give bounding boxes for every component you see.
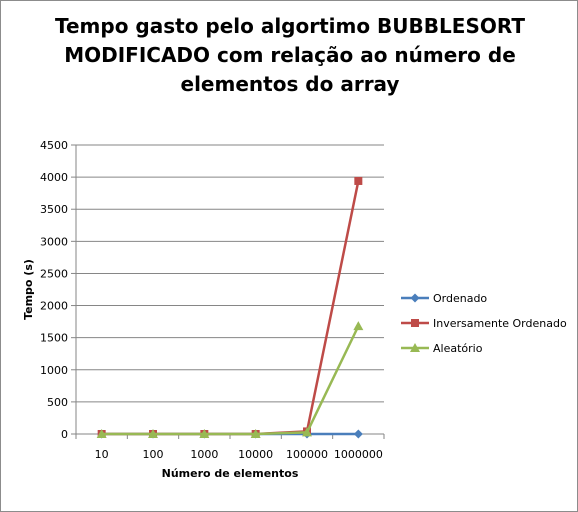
x-tick-label: 100 [143, 448, 164, 461]
data-point [353, 429, 363, 439]
chart-title-line: MODIFICADO com relação ao número de [64, 43, 516, 67]
legend-marker [411, 319, 419, 327]
data-point [148, 429, 158, 438]
chart-title-line: Tempo gasto pelo algortimo BUBBLESORT [55, 14, 525, 38]
x-tick-label: 1000 [190, 448, 218, 461]
x-tick-label: 100000 [286, 448, 328, 461]
legend-label: Aleatório [433, 342, 483, 355]
x-tick-label: 10 [95, 448, 109, 461]
legend-item: Aleatório [401, 342, 483, 355]
x-axis-title: Número de elementos [162, 467, 299, 480]
data-point [302, 427, 312, 437]
y-tick-label: 2000 [40, 300, 68, 313]
y-axis-title: Tempo (s) [22, 259, 35, 320]
y-tick-label: 1500 [40, 332, 68, 345]
x-tick-label: 1000000 [334, 448, 383, 461]
y-tick-label: 2500 [40, 267, 68, 280]
axes [75, 145, 385, 439]
legend-label: Inversamente Ordenado [433, 317, 567, 330]
data-point [96, 429, 107, 438]
legend-item: Ordenado [401, 292, 487, 305]
gridlines [71, 144, 384, 435]
data-point [199, 429, 210, 438]
y-tick-label: 4000 [40, 171, 68, 184]
y-tick-labels: 0 500 1000 1500 2000 2500 3000 3500 4000 4500 [40, 139, 68, 441]
data-point [354, 176, 363, 185]
y-tick-label: 3500 [40, 203, 68, 216]
legend-label: Ordenado [433, 292, 487, 305]
y-tick-label: 0 [61, 428, 68, 441]
y-tick-label: 1000 [40, 364, 68, 377]
series-line [101, 180, 360, 436]
legend: Ordenado Inversamente Ordenado Aleatório [401, 292, 567, 355]
x-tick-labels: 10 100 1000 10000 100000 1000000 [95, 448, 383, 461]
y-tick-label: 500 [47, 396, 68, 409]
chart-title: Tempo gasto pelo algortimo BUBBLESORT MOD… [55, 14, 525, 96]
chart-title-line: elementos do array [181, 72, 400, 96]
legend-marker [410, 343, 420, 352]
y-tick-label: 3000 [40, 235, 68, 248]
x-tick-label: 10000 [238, 448, 273, 461]
data-point [250, 429, 261, 438]
series-triangle [96, 321, 364, 438]
series-lines [96, 176, 364, 439]
series-line [101, 325, 360, 436]
legend-marker [410, 293, 420, 303]
data-point [353, 321, 364, 331]
legend-item: Inversamente Ordenado [401, 317, 567, 330]
y-tick-label: 4500 [40, 139, 68, 152]
